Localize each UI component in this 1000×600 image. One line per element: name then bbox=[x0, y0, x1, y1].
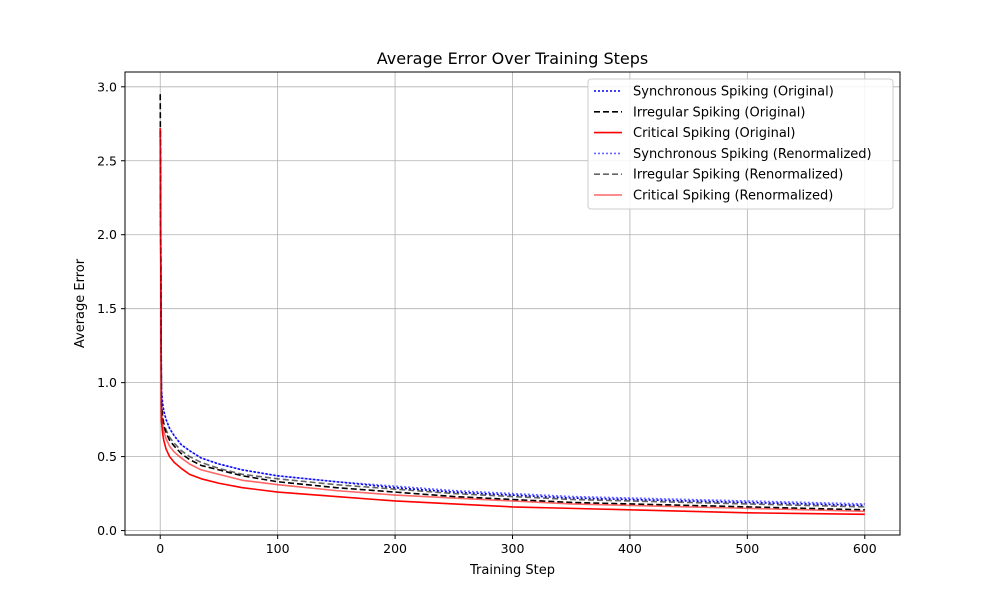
series-line-6 bbox=[159, 128, 865, 513]
x-tick-label: 600 bbox=[853, 541, 877, 556]
series-line-3 bbox=[159, 128, 865, 516]
y-tick-label: 0.5 bbox=[97, 449, 117, 464]
x-tick-label: 500 bbox=[735, 541, 759, 556]
y-tick-label: 0.0 bbox=[97, 523, 117, 538]
y-tick-label: 1.0 bbox=[97, 375, 117, 390]
x-tick-label: 0 bbox=[156, 541, 164, 556]
axis-ticks: 0 100 200 300 400 500 600 0.0 0.5 1.0 1.5 2.0 2.5 3.0 bbox=[97, 79, 877, 556]
plot-series bbox=[159, 94, 865, 516]
series-line-5 bbox=[159, 131, 865, 508]
y-tick-label: 3.0 bbox=[97, 79, 117, 94]
legend-label: Critical Spiking (Original) bbox=[633, 126, 796, 141]
y-axis-title: Average Error bbox=[73, 258, 88, 348]
x-tick-label: 400 bbox=[618, 541, 642, 556]
legend-label: Synchronous Spiking (Renormalized) bbox=[633, 147, 872, 162]
legend: Synchronous Spiking (Original) Irregular … bbox=[587, 78, 894, 210]
series-line-2 bbox=[159, 94, 865, 511]
grid bbox=[125, 72, 900, 535]
y-tick-label: 2.5 bbox=[97, 153, 117, 168]
legend-box bbox=[587, 78, 894, 210]
x-tick-label: 100 bbox=[266, 541, 290, 556]
legend-label: Irregular Spiking (Original) bbox=[633, 105, 805, 120]
x-tick-label: 200 bbox=[383, 541, 407, 556]
chart-title: Average Error Over Training Steps bbox=[377, 49, 648, 68]
legend-label: Irregular Spiking (Renormalized) bbox=[633, 168, 843, 183]
y-tick-label: 2.0 bbox=[97, 227, 117, 242]
legend-label: Synchronous Spiking (Original) bbox=[633, 85, 834, 100]
legend-label: Critical Spiking (Renormalized) bbox=[633, 189, 833, 204]
x-axis-title: Training Step bbox=[469, 563, 555, 578]
series-line-4 bbox=[159, 131, 865, 505]
x-tick-label: 300 bbox=[501, 541, 525, 556]
y-tick-label: 1.5 bbox=[97, 301, 117, 316]
